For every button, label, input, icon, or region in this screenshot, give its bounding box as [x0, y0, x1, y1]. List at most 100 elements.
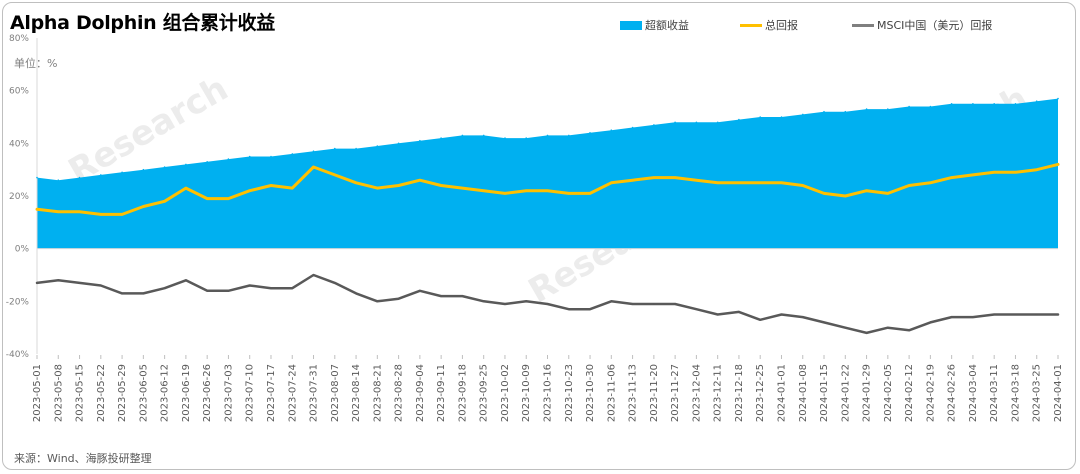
data-point-s2 — [78, 282, 81, 284]
data-point-s0 — [631, 126, 634, 129]
x-tick-label: 2023-06-19 — [181, 364, 192, 422]
x-tick-label: 2023-11-27 — [670, 364, 681, 422]
data-point-s0 — [950, 103, 953, 105]
data-point-s0 — [695, 121, 698, 124]
data-point-s0 — [121, 171, 123, 174]
data-point-s0 — [716, 121, 719, 124]
x-tick-label: 2023-12-04 — [691, 364, 702, 422]
x-tick-label: 2024-02-12 — [904, 364, 915, 422]
data-point-s1 — [568, 192, 570, 195]
data-point-s2 — [844, 326, 847, 329]
x-tick-label: 2023-05-08 — [53, 364, 64, 422]
data-point-s0 — [419, 139, 421, 142]
x-tick-label: 2023-08-14 — [351, 364, 362, 422]
data-point-s0 — [546, 134, 549, 137]
x-tick-label: 2024-03-04 — [968, 364, 979, 422]
data-point-s1 — [291, 187, 294, 189]
data-point-s0 — [227, 158, 230, 160]
data-point-s2 — [248, 284, 251, 287]
data-point-s1 — [142, 205, 145, 208]
x-tick-label: 2023-06-12 — [160, 364, 171, 422]
data-point-s0 — [334, 147, 336, 150]
y-tick-label: 80% — [9, 34, 29, 44]
data-point-s1 — [461, 187, 464, 189]
x-tick-label: 2024-01-22 — [840, 364, 851, 422]
data-point-s0 — [206, 161, 208, 163]
data-point-s0 — [36, 176, 38, 179]
x-tick-label: 2023-09-11 — [436, 364, 447, 422]
data-point-s2 — [419, 290, 421, 292]
x-tick-label: 2023-10-16 — [543, 364, 554, 422]
data-point-s0 — [929, 105, 932, 108]
data-point-s1 — [908, 184, 910, 187]
data-point-s2 — [695, 308, 698, 311]
data-point-s2 — [121, 292, 123, 295]
x-tick-label: 2023-11-13 — [628, 364, 639, 422]
data-point-s1 — [397, 184, 400, 187]
data-point-s1 — [78, 211, 81, 213]
data-point-s2 — [100, 284, 102, 287]
y-tick-label: 60% — [9, 87, 29, 97]
data-point-s1 — [695, 179, 698, 181]
data-point-s1 — [610, 182, 613, 184]
data-point-s2 — [57, 279, 60, 282]
data-point-s1 — [780, 182, 783, 184]
data-point-s2 — [716, 313, 719, 316]
data-point-s2 — [568, 308, 570, 311]
data-point-s1 — [929, 182, 932, 184]
data-point-s1 — [482, 189, 485, 192]
x-tick-label: 2023-05-01 — [32, 364, 43, 422]
x-tick-label: 2023-09-18 — [457, 364, 468, 422]
data-point-s0 — [248, 155, 251, 158]
data-point-s1 — [759, 182, 761, 184]
data-point-s2 — [653, 303, 655, 305]
x-tick-label: 2024-01-29 — [862, 364, 873, 422]
data-point-s1 — [440, 184, 442, 187]
data-point-s2 — [397, 297, 400, 300]
x-tick-label: 2023-07-31 — [309, 364, 320, 422]
x-tick-label: 2023-10-02 — [500, 364, 511, 422]
data-point-s2 — [1014, 313, 1017, 316]
x-tick-label: 2023-07-03 — [223, 364, 234, 422]
series-area-excess — [37, 98, 1058, 249]
data-point-s1 — [823, 192, 825, 195]
data-point-s0 — [738, 118, 740, 121]
data-point-s1 — [589, 192, 591, 195]
x-tick-label: 2023-10-30 — [585, 364, 596, 422]
data-point-s2 — [227, 290, 230, 292]
data-point-s2 — [908, 329, 910, 332]
x-tick-label: 2023-11-20 — [649, 364, 660, 422]
data-point-s1 — [227, 197, 230, 200]
data-point-s1 — [525, 189, 527, 192]
x-tick-label: 2023-06-26 — [202, 364, 213, 422]
data-point-s1 — [802, 184, 804, 187]
legend-excess: 超额收益 — [620, 17, 689, 33]
x-tick-label: 2023-05-29 — [117, 364, 128, 422]
data-point-s1 — [100, 213, 102, 216]
x-tick-label: 2023-07-17 — [266, 364, 277, 422]
data-point-s0 — [270, 155, 272, 158]
data-point-s0 — [397, 142, 400, 145]
data-point-s0 — [780, 116, 783, 118]
data-point-s1 — [504, 192, 506, 195]
data-point-s1 — [716, 182, 719, 184]
x-tick-label: 2023-08-07 — [330, 364, 341, 422]
data-point-s1 — [334, 174, 336, 176]
x-tick-label: 2023-10-23 — [564, 364, 575, 422]
legend-swatch-excess — [620, 20, 642, 30]
x-tick-label: 2023-09-04 — [415, 364, 426, 422]
data-point-s1 — [844, 195, 847, 197]
data-point-s0 — [504, 137, 506, 139]
data-point-s1 — [865, 189, 868, 192]
data-point-s0 — [1014, 103, 1017, 105]
data-point-s2 — [546, 303, 549, 305]
data-point-s2 — [461, 295, 464, 297]
data-point-s0 — [887, 108, 889, 110]
data-point-s1 — [631, 179, 634, 181]
x-tick-label: 2024-03-18 — [1010, 364, 1021, 422]
data-point-s1 — [57, 211, 60, 213]
x-tick-label: 2023-05-15 — [75, 364, 86, 422]
data-point-s1 — [674, 176, 676, 179]
data-point-s2 — [525, 300, 527, 303]
